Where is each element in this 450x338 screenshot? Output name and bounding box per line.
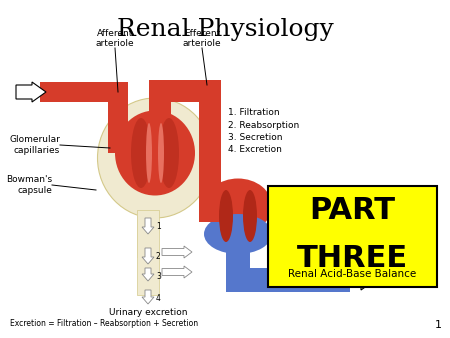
Ellipse shape (204, 178, 272, 234)
Text: Bowman's
capsule: Bowman's capsule (6, 175, 52, 195)
Text: 1: 1 (156, 222, 161, 231)
Bar (226, 252, 250, 280)
Ellipse shape (219, 190, 233, 242)
Text: Renal Physiology: Renal Physiology (117, 18, 333, 41)
Text: 1: 1 (435, 320, 442, 330)
Ellipse shape (159, 118, 179, 188)
Bar (108, 82, 128, 153)
Text: Renal
vein: Renal vein (358, 248, 383, 268)
FancyArrow shape (142, 268, 154, 281)
Bar (40, 82, 120, 102)
Text: Efferent
arteriole: Efferent arteriole (183, 29, 221, 48)
FancyArrow shape (16, 82, 46, 102)
Ellipse shape (146, 123, 152, 183)
Bar (137, 210, 159, 295)
Ellipse shape (115, 111, 195, 195)
FancyArrow shape (162, 246, 192, 258)
FancyArrow shape (142, 290, 154, 304)
Ellipse shape (131, 118, 151, 188)
Bar (149, 80, 171, 148)
FancyArrow shape (142, 218, 154, 234)
Text: 3: 3 (156, 272, 161, 281)
Text: Glomerular
capillaries: Glomerular capillaries (9, 135, 60, 155)
Text: Afferent
arteriole: Afferent arteriole (96, 29, 134, 48)
Text: Peritubular
capillaries: Peritubular capillaries (310, 200, 360, 220)
Text: Urinary excretion: Urinary excretion (109, 308, 187, 317)
Bar (226, 268, 350, 292)
Text: 1. Filtration
2. Reabsorption
3. Secretion
4. Excretion: 1. Filtration 2. Reabsorption 3. Secreti… (228, 108, 299, 154)
Ellipse shape (158, 123, 164, 183)
Text: PART: PART (309, 196, 395, 225)
FancyArrow shape (142, 248, 154, 264)
FancyArrow shape (162, 266, 192, 278)
Ellipse shape (204, 214, 272, 254)
Text: Excretion = Filtration – Reabsorption + Secretion: Excretion = Filtration – Reabsorption + … (10, 319, 198, 328)
Bar (155, 80, 221, 102)
Ellipse shape (243, 190, 257, 242)
FancyArrow shape (345, 270, 375, 290)
Ellipse shape (98, 98, 212, 218)
Text: 2: 2 (156, 252, 161, 261)
Bar (199, 80, 221, 200)
Bar (137, 198, 159, 258)
Text: 4: 4 (156, 294, 161, 303)
Text: Renal Acid-Base Balance: Renal Acid-Base Balance (288, 269, 416, 279)
Bar (268, 186, 436, 287)
Text: THREE: THREE (297, 244, 408, 273)
Bar (199, 200, 231, 222)
